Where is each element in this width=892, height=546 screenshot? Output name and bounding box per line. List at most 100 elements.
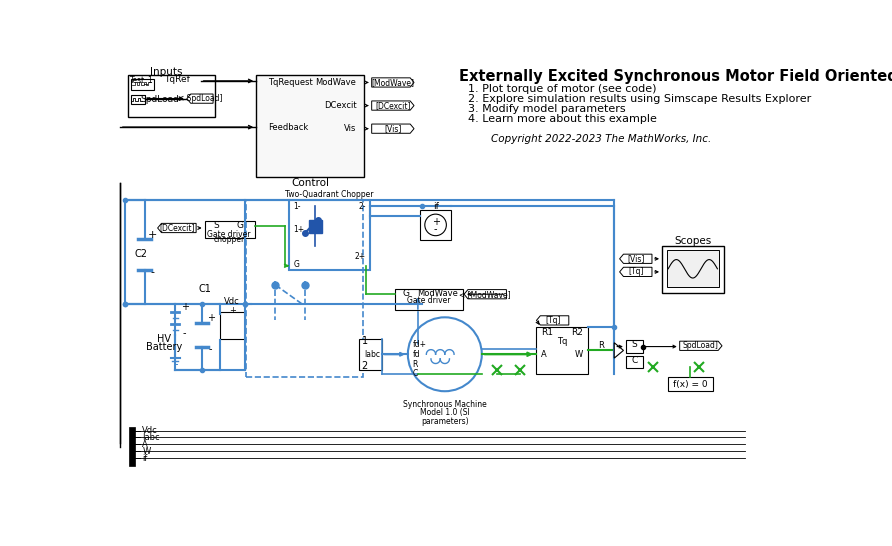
Text: R2: R2 <box>571 328 582 337</box>
Text: A: A <box>142 440 148 449</box>
Bar <box>129 428 135 466</box>
Text: Tq: Tq <box>557 337 567 346</box>
Text: ModWave: ModWave <box>417 289 458 298</box>
Bar <box>246 200 363 377</box>
Text: Feedback: Feedback <box>268 123 308 132</box>
Text: Copyright 2022-2023 The MathWorks, Inc.: Copyright 2022-2023 The MathWorks, Inc. <box>491 134 711 144</box>
Bar <box>289 200 370 270</box>
Text: S: S <box>214 221 219 230</box>
Text: Synchronous Machine: Synchronous Machine <box>403 400 487 409</box>
Text: if: if <box>142 454 147 462</box>
Text: [Vis]: [Vis] <box>384 124 401 133</box>
Text: G: G <box>293 260 299 269</box>
Text: Gate driver: Gate driver <box>208 230 251 239</box>
Text: 2+: 2+ <box>354 252 366 261</box>
Text: +: + <box>147 230 157 240</box>
Text: -: - <box>209 344 212 354</box>
Text: 2. Explore simulation results using Simscape Results Explorer: 2. Explore simulation results using Sims… <box>468 93 811 104</box>
Text: SpdLoad]: SpdLoad] <box>683 341 719 351</box>
Text: -: - <box>434 224 437 234</box>
Bar <box>128 75 215 117</box>
Text: < SpdLoad]: < SpdLoad] <box>178 94 222 103</box>
Polygon shape <box>615 343 624 358</box>
Text: R: R <box>412 360 417 369</box>
Text: [DCexcit]: [DCexcit] <box>159 223 194 233</box>
Text: +: + <box>432 217 440 227</box>
Text: W: W <box>142 447 151 456</box>
Text: +: + <box>229 306 235 315</box>
Text: HV: HV <box>157 334 170 344</box>
Text: Vis: Vis <box>344 124 356 133</box>
Text: 2-: 2- <box>358 202 366 211</box>
Text: chopper: chopper <box>213 235 245 244</box>
Bar <box>626 356 643 368</box>
Text: DCexcit: DCexcit <box>324 101 356 110</box>
Bar <box>666 250 719 287</box>
Text: C2: C2 <box>134 249 147 259</box>
Polygon shape <box>187 94 213 103</box>
Text: Inputs: Inputs <box>150 67 182 76</box>
Text: TqRequest: TqRequest <box>268 78 312 87</box>
Text: ~: ~ <box>380 348 391 361</box>
Text: 1: 1 <box>361 336 368 346</box>
Bar <box>130 79 153 90</box>
Text: parameters): parameters) <box>421 417 468 426</box>
Text: < [ModWave]: < [ModWave] <box>459 290 511 299</box>
Polygon shape <box>372 78 414 87</box>
Text: Iabc: Iabc <box>142 433 160 442</box>
Polygon shape <box>372 101 414 110</box>
Polygon shape <box>620 267 652 276</box>
Text: R1: R1 <box>541 328 553 337</box>
Text: 1. Plot torque of motor (see code): 1. Plot torque of motor (see code) <box>468 84 657 93</box>
Text: 2: 2 <box>361 361 368 371</box>
Bar <box>668 377 713 391</box>
Bar <box>626 340 643 353</box>
Text: f(x) = 0: f(x) = 0 <box>673 380 707 389</box>
Bar <box>420 210 451 240</box>
Text: G: G <box>402 289 409 298</box>
Text: 4. Learn more about this example: 4. Learn more about this example <box>468 114 657 123</box>
Text: [Tq]: [Tq] <box>545 316 560 325</box>
Bar <box>256 75 364 177</box>
Text: [DCexcit]: [DCexcit] <box>376 101 410 110</box>
Text: Test_1: Test_1 <box>130 75 154 84</box>
Text: if: if <box>433 202 439 211</box>
Text: Externally Excited Synchronous Motor Field Oriented Control: Externally Excited Synchronous Motor Fie… <box>458 69 892 84</box>
Bar <box>662 246 723 293</box>
Polygon shape <box>620 254 652 263</box>
Bar <box>359 339 382 370</box>
Text: Control: Control <box>291 177 329 188</box>
Polygon shape <box>536 316 569 325</box>
Circle shape <box>425 214 446 236</box>
Text: SpdLoad: SpdLoad <box>141 95 179 104</box>
Text: Battery: Battery <box>145 342 182 352</box>
Text: G: G <box>236 221 244 230</box>
Text: Model 1.0 (SI: Model 1.0 (SI <box>420 408 470 417</box>
Polygon shape <box>680 341 722 351</box>
Text: Vdc: Vdc <box>225 296 240 306</box>
Text: Iabc: Iabc <box>364 350 380 359</box>
Text: +: + <box>207 313 215 323</box>
Bar <box>130 95 145 104</box>
Text: 1-: 1- <box>293 202 301 211</box>
Text: S: S <box>632 340 637 349</box>
Text: ModWave: ModWave <box>316 78 356 87</box>
Text: [ModWave]: [ModWave] <box>371 78 415 87</box>
Bar <box>310 219 322 233</box>
Text: [Tq]: [Tq] <box>628 268 643 276</box>
Polygon shape <box>158 223 196 233</box>
Text: 3. Modify model parameters: 3. Modify model parameters <box>468 104 625 114</box>
Text: C: C <box>412 369 417 378</box>
Text: W: W <box>575 350 583 359</box>
Circle shape <box>408 317 482 391</box>
Text: R: R <box>599 341 604 349</box>
Text: Scopes: Scopes <box>674 236 712 246</box>
Text: -: - <box>183 329 186 339</box>
Bar <box>395 289 463 310</box>
Text: A: A <box>541 350 547 359</box>
Text: TqRef: TqRef <box>164 75 190 84</box>
Text: C: C <box>632 356 638 365</box>
Text: Two-Quadrant Chopper: Two-Quadrant Chopper <box>285 191 374 199</box>
Text: fd+: fd+ <box>412 340 426 349</box>
Bar <box>204 221 254 238</box>
